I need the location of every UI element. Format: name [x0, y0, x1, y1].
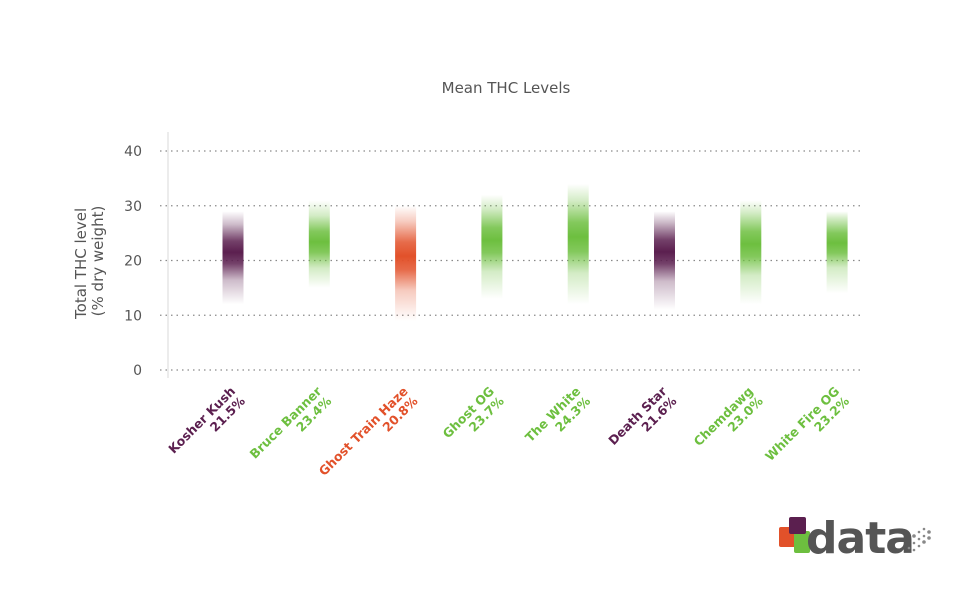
bar-kosher-kush — [222, 211, 244, 305]
logo-dot — [912, 534, 916, 538]
logo-dot — [922, 527, 926, 531]
logo-dot — [907, 546, 911, 550]
bar-ghost-train-haze — [395, 205, 417, 321]
logo-square-purple — [789, 517, 806, 534]
y-tick-label: 20 — [124, 254, 142, 270]
grid-layer: 0 10 20 30 40 — [124, 144, 862, 379]
logo-dot — [912, 541, 916, 545]
logo-dot — [917, 544, 921, 548]
logo-dot — [917, 530, 921, 534]
logo-dots — [907, 527, 931, 552]
bar-ghost-og — [481, 194, 503, 299]
logo-dot — [922, 540, 926, 544]
y-tick-label: 40 — [124, 144, 142, 160]
y-axis-label-line1: Total THC level — [72, 208, 90, 320]
bar-bruce-banner — [308, 200, 330, 288]
chart-title: Mean THC Levels — [442, 79, 571, 97]
logo-square-green — [794, 531, 810, 553]
logo-dot — [927, 530, 931, 534]
y-axis-label-line2: (% dry weight) — [89, 206, 107, 317]
y-tick-label: 30 — [124, 199, 142, 215]
logo-dot — [917, 537, 921, 541]
bar-white-fire-og — [826, 211, 848, 294]
logo-dot — [922, 534, 926, 538]
bar-the-white — [567, 183, 589, 305]
y-tick-label: 10 — [124, 308, 142, 324]
bar-death-star — [654, 211, 675, 310]
category-name: Ghost Train Haze — [316, 384, 411, 479]
logo-dot — [912, 548, 916, 552]
bar-layer — [222, 183, 848, 321]
y-tick-label: 0 — [133, 363, 142, 379]
y-axis-label: Total THC level (% dry weight) — [72, 203, 107, 320]
data-logo: data — [779, 513, 931, 564]
logo-text: data — [806, 513, 914, 564]
logo-dot — [927, 536, 931, 540]
bar-chemdawg — [740, 200, 762, 305]
